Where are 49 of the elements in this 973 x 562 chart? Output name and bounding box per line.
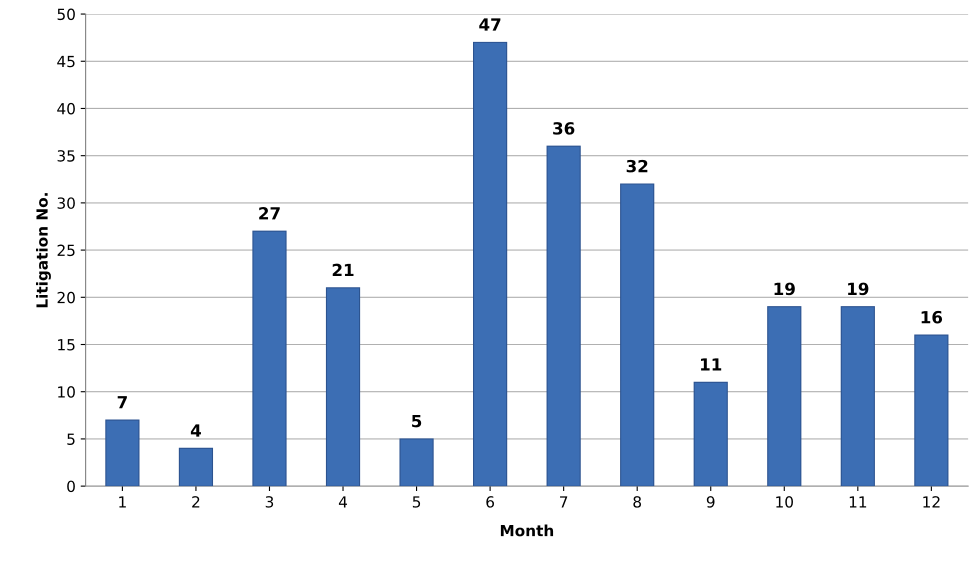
bar bbox=[326, 287, 360, 486]
bar bbox=[767, 306, 802, 486]
bar bbox=[840, 306, 875, 486]
x-tick-label: 6 bbox=[486, 496, 494, 508]
y-tick-label: 25 bbox=[58, 244, 75, 256]
y-tick-label: 30 bbox=[58, 197, 75, 209]
y-tick-label: 10 bbox=[58, 386, 75, 398]
data-label: 16 bbox=[922, 310, 942, 324]
data-label: 21 bbox=[332, 264, 354, 276]
bar bbox=[694, 382, 728, 486]
bar bbox=[252, 230, 287, 486]
x-tick-label: 9 bbox=[706, 496, 715, 508]
data-label: 36 bbox=[553, 122, 574, 135]
y-tick-label: 0 bbox=[67, 480, 75, 492]
bar bbox=[914, 334, 948, 486]
bar bbox=[178, 448, 214, 486]
y-axis-title: Litigation No. bbox=[36, 193, 51, 308]
x-tick-label: 5 bbox=[412, 496, 420, 508]
data-label: 27 bbox=[259, 207, 280, 220]
y-tick-label: 35 bbox=[58, 150, 75, 162]
y-tick-label: 20 bbox=[58, 292, 75, 304]
data-label: 19 bbox=[848, 282, 868, 296]
y-tick-label: 45 bbox=[57, 56, 75, 68]
x-tick-label: 2 bbox=[192, 496, 200, 508]
x-tick-label: 12 bbox=[923, 496, 940, 508]
x-tick-label: 8 bbox=[633, 496, 642, 508]
y-tick-label: 15 bbox=[58, 339, 75, 351]
x-tick-label: 3 bbox=[266, 496, 274, 508]
y-tick-label: 5 bbox=[67, 434, 75, 445]
data-label: 32 bbox=[626, 160, 648, 172]
data-label: 11 bbox=[701, 358, 722, 370]
data-label: 4 bbox=[190, 424, 201, 437]
data-label: 5 bbox=[412, 414, 422, 428]
x-tick-label: 11 bbox=[850, 496, 866, 508]
x-tick-label: 4 bbox=[338, 496, 348, 508]
data-label: 7 bbox=[118, 396, 127, 408]
x-tick-label: 7 bbox=[560, 496, 568, 508]
x-axis-title: Month bbox=[500, 524, 554, 536]
bar bbox=[620, 183, 654, 486]
x-tick-label: 1 bbox=[119, 496, 126, 508]
x-tick-label: 10 bbox=[776, 496, 793, 508]
bar bbox=[105, 419, 140, 486]
data-label: 19 bbox=[774, 282, 795, 296]
y-tick-label: 40 bbox=[57, 102, 75, 114]
bar bbox=[546, 146, 581, 486]
data-label: 47 bbox=[479, 18, 500, 31]
y-tick-label: 50 bbox=[58, 8, 75, 20]
bar bbox=[473, 42, 508, 486]
bar bbox=[399, 438, 434, 486]
